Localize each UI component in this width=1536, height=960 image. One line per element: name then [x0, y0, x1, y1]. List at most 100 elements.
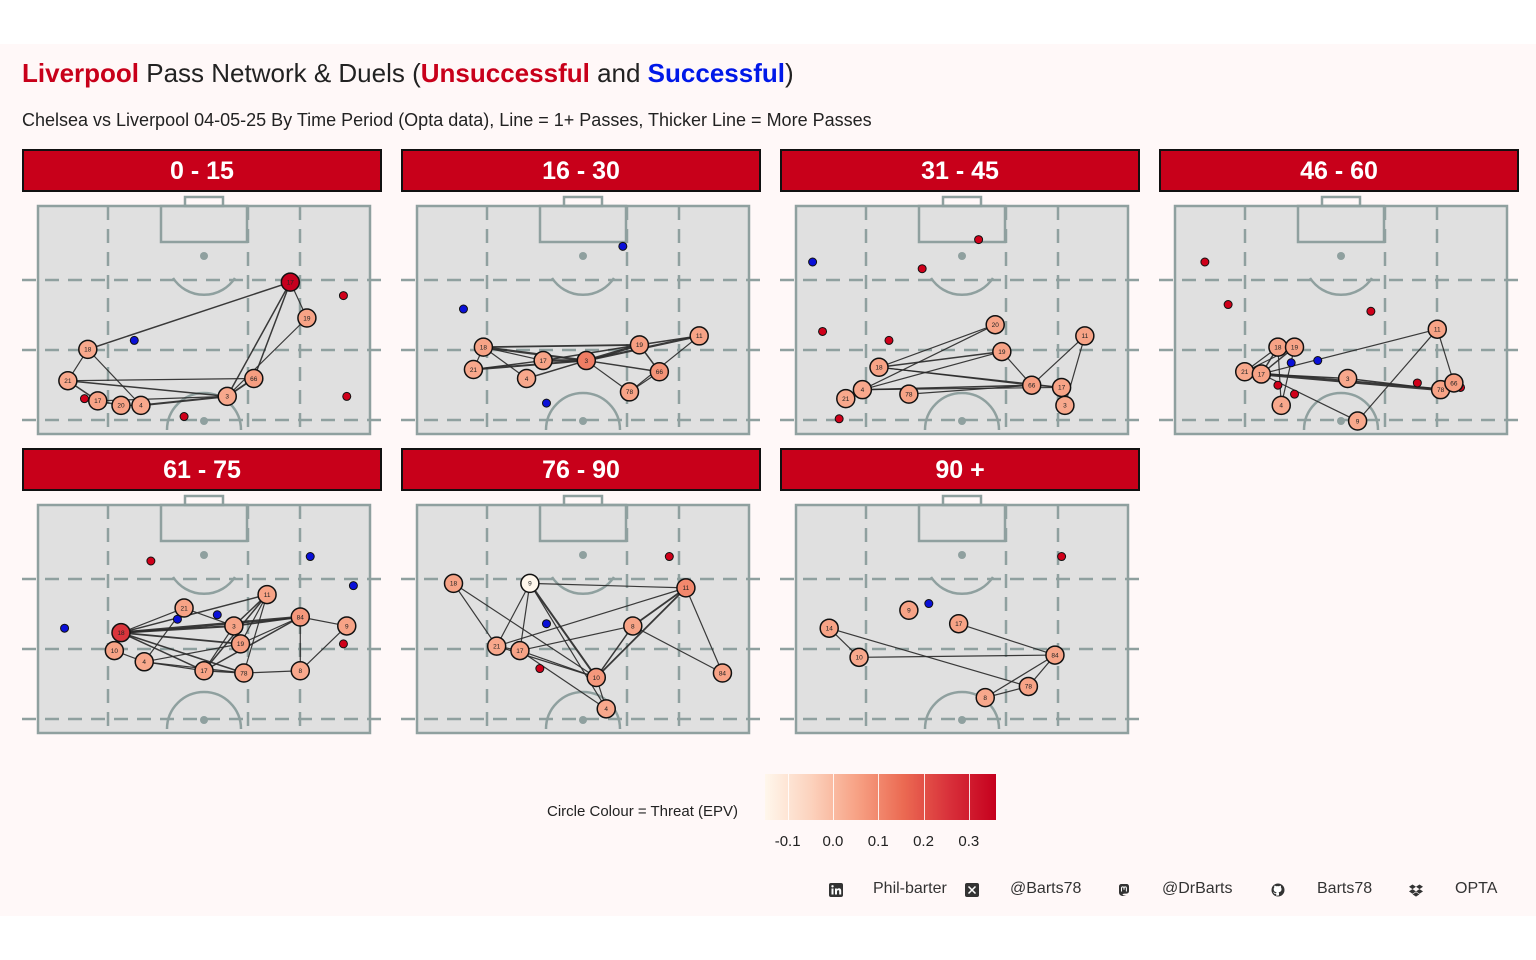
player-number: 11 [264, 592, 271, 599]
legend-tick-label: 0.1 [867, 833, 889, 850]
player-circle [1271, 395, 1291, 416]
footer-x-text[interactable]: @Barts78 [1010, 880, 1082, 897]
player-node: 19 [992, 341, 1012, 362]
pass-line [120, 624, 234, 634]
footer-github-text[interactable]: Barts78 [1317, 880, 1373, 897]
player-node: 9 [899, 600, 919, 621]
pass-line [453, 582, 597, 678]
pass-line [595, 625, 634, 678]
penalty-spot [958, 252, 966, 260]
player-node: 21 [486, 636, 507, 656]
pitch-panel: 18 9 11 8 21 17 84 10 4 [401, 494, 761, 735]
pass-line [519, 650, 597, 679]
footer-linkedin-text[interactable]: Phil-barter [873, 880, 947, 897]
penalty-spot [200, 551, 208, 559]
dropbox-icon[interactable] [1409, 883, 1423, 897]
player-node: 21 [836, 388, 856, 409]
player-number: 78 [905, 391, 913, 398]
pass-line [586, 359, 660, 373]
github-icon[interactable] [1271, 883, 1285, 897]
player-circle [649, 362, 670, 382]
pass-line [529, 582, 598, 679]
linkedin-icon[interactable] [829, 883, 843, 897]
title-successful: Successful [647, 58, 785, 88]
title-middle: Pass Network & Duels ( [139, 58, 421, 88]
pass-line [1347, 377, 1441, 391]
successful-duel-point [541, 398, 551, 408]
player-node: 3 [224, 616, 244, 636]
pass-line [526, 359, 587, 380]
penalty-spot [958, 551, 966, 559]
unsuccessful-duel-point [1273, 380, 1283, 390]
player-node: 18 [1268, 337, 1288, 357]
legend-tick [923, 774, 925, 820]
player-number: 84 [719, 670, 727, 677]
player-circle [234, 663, 254, 683]
title-close: ) [784, 58, 794, 88]
successful-duel-point [618, 241, 628, 251]
player-node: 17 [1251, 364, 1272, 384]
centre-circle [544, 391, 622, 431]
pitch-panel: 11 18 19 21 17 3 4 9 78 66 [1159, 195, 1519, 436]
player-node: 14 [819, 618, 839, 638]
penalty-spot [579, 252, 587, 260]
player-node: 78 [1018, 676, 1039, 697]
legend-tick [787, 774, 789, 820]
player-number: 84 [297, 614, 305, 621]
unsuccessful-duel-point [917, 264, 927, 274]
player-circle [1284, 337, 1305, 357]
player-number: 21 [842, 396, 850, 403]
player-number: 20 [117, 403, 125, 410]
pass-line [483, 346, 587, 362]
player-number: 78 [1025, 684, 1033, 691]
player-number: 11 [1081, 333, 1088, 340]
footer-data-source-text[interactable]: OPTA [1455, 880, 1498, 897]
pitch-panel: 20 11 19 18 4 21 78 66 17 3 [780, 195, 1140, 436]
pass-line [483, 343, 640, 349]
unsuccessful-duel-point [79, 394, 89, 404]
pass-line [496, 583, 531, 647]
player-number: 4 [861, 387, 865, 394]
pass-line [829, 627, 1029, 688]
player-circle [596, 699, 616, 719]
player-node: 8 [290, 661, 311, 681]
player-circle [849, 647, 869, 668]
player-number: 66 [656, 369, 664, 376]
player-node: 66 [649, 362, 670, 382]
pass-line [120, 631, 205, 672]
pass-line [859, 654, 1055, 658]
centre-circle [923, 391, 1001, 431]
player-circle [1018, 676, 1039, 697]
legend-tick-label: 0.3 [958, 833, 980, 850]
panel-header: 0 - 15 [22, 149, 382, 192]
player-number: 66 [250, 376, 258, 383]
player-circle [131, 395, 151, 416]
player-node: 17 [533, 350, 553, 371]
player-number: 3 [1346, 376, 1350, 383]
legend-tick-label: 0.0 [822, 833, 844, 850]
player-number: 3 [232, 623, 236, 630]
player-number: 11 [683, 585, 690, 592]
player-circle [629, 335, 650, 355]
penalty-arc [1308, 277, 1374, 296]
footer-mastodon-text[interactable]: @DrBarts [1162, 880, 1233, 897]
mastodon-icon[interactable] [1117, 883, 1131, 897]
pass-line [253, 281, 292, 379]
legend-tick [832, 774, 834, 820]
pass-line [473, 359, 587, 371]
pass-line [908, 384, 1032, 395]
player-circle [230, 634, 251, 654]
player-number: 9 [1356, 418, 1360, 425]
pass-line [243, 594, 268, 674]
successful-duel-point [60, 623, 70, 633]
player-circle [1444, 373, 1464, 393]
unsuccessful-duel-point [535, 664, 545, 674]
pass-line [203, 616, 301, 672]
x-twitter-icon[interactable] [965, 883, 979, 897]
player-circle [899, 384, 919, 404]
player-circle [463, 359, 484, 380]
player-number: 78 [1437, 387, 1445, 394]
player-number: 10 [593, 675, 601, 682]
player-number: 17 [955, 621, 963, 628]
player-number: 17 [287, 279, 295, 286]
